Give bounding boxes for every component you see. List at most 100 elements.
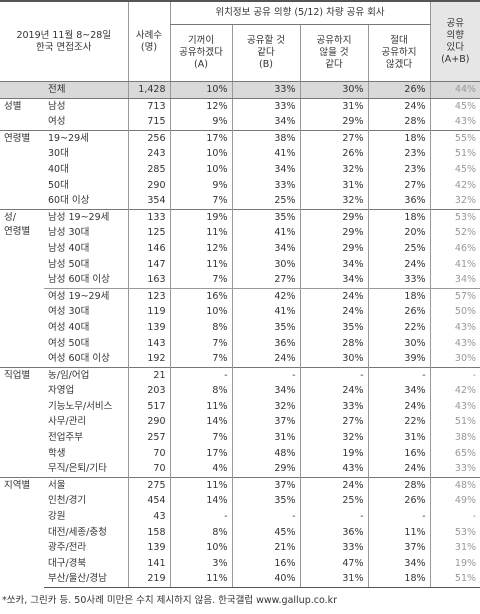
- table-body: 전체 1,428 10% 33% 30% 26% 44% 성별 남성 713 12% 33% 31% 24…: [0, 81, 480, 589]
- value-cell: 7%: [169, 193, 232, 210]
- text-line: 공유: [446, 17, 465, 29]
- row-label: 남성 50대: [48, 258, 90, 270]
- value-cell: 30%: [429, 351, 480, 368]
- value-cell: 139: [127, 319, 170, 336]
- value-cell: 21%: [231, 540, 300, 556]
- text-line: 같다: [257, 47, 275, 58]
- text-line: 공유할 것: [247, 35, 285, 46]
- value-cell: 55%: [429, 129, 480, 147]
- text-line: 기꺼이: [187, 35, 215, 46]
- data-row: 전업주부 257 7% 31% 32% 31% 38%: [0, 430, 480, 446]
- value-cell: 36%: [299, 524, 368, 541]
- data-row: 광주/전라 139 10% 21% 33% 37% 31%: [0, 540, 480, 556]
- value-cell: 9%: [169, 114, 232, 131]
- value-cell: 31%: [231, 430, 300, 446]
- value-cell: 17%: [169, 129, 232, 147]
- value-cell: 7%: [169, 335, 232, 352]
- header-cell: 공유하지 않을 것 같다: [299, 24, 368, 82]
- value-cell: 45%: [429, 97, 480, 115]
- value-cell: 27%: [231, 272, 300, 289]
- text-line: 있다: [446, 41, 465, 53]
- value-cell: 192: [127, 351, 170, 368]
- value-cell: 44%: [429, 81, 480, 99]
- data-row: 여성 715 9% 34% 29% 28% 43%: [0, 114, 480, 131]
- value-cell: 51%: [429, 414, 480, 431]
- value-cell: 43%: [299, 461, 368, 478]
- value-cell: 275: [127, 476, 170, 494]
- row-label: 여성 40대: [48, 321, 90, 333]
- value-cell: 24%: [299, 287, 368, 305]
- value-cell: 713: [127, 97, 170, 115]
- data-row: 무직/은퇴/기타 70 4% 29% 43% 24% 33%: [0, 461, 480, 478]
- value-cell: 354: [127, 193, 170, 210]
- value-cell: 29%: [299, 114, 368, 131]
- value-cell: -: [429, 509, 480, 525]
- row-label: 사무/관리: [48, 416, 87, 428]
- value-cell: 48%: [429, 476, 480, 494]
- value-cell: 10%: [169, 81, 232, 99]
- value-cell: -: [231, 366, 300, 384]
- value-cell: 22%: [367, 414, 431, 431]
- value-cell: 51%: [429, 146, 480, 162]
- value-cell: 32%: [429, 193, 480, 210]
- value-cell: 290: [127, 177, 170, 194]
- value-cell: 26%: [367, 81, 431, 99]
- data-row: 강원 43- - - - -: [0, 509, 480, 525]
- value-cell: 34%: [299, 256, 368, 273]
- value-cell: 34%: [231, 114, 300, 131]
- data-row: 40대 285 10% 34% 32% 23% 45%: [0, 161, 480, 178]
- text-line: (B): [259, 59, 273, 70]
- value-cell: 23%: [367, 146, 431, 162]
- row-label: 무직/은퇴/기타: [48, 463, 107, 475]
- value-cell: 28%: [367, 114, 431, 131]
- value-cell: -: [299, 509, 368, 525]
- value-cell: 257: [127, 430, 170, 446]
- value-cell: 47%: [299, 555, 368, 572]
- value-cell: 31%: [299, 571, 368, 589]
- data-row: 여성 50대 143 7% 36% 28% 30% 43%: [0, 335, 480, 352]
- value-cell: 41%: [231, 304, 300, 320]
- row-label: 농/임/어업: [44, 366, 128, 384]
- data-row: 대전/세종/충청 158 8% 45% 36% 11% 53%: [0, 524, 480, 541]
- data-row: 지역별 서울 275 11% 37% 24% 28% 48%: [0, 476, 480, 588]
- text-line: (A): [194, 59, 208, 70]
- value-cell: 11%: [169, 476, 232, 494]
- value-cell: 24%: [367, 398, 431, 415]
- header-cell: 공유 의향 있다 (A+B): [429, 0, 480, 82]
- value-cell: 27%: [367, 177, 431, 194]
- text-line: 사례수: [135, 29, 163, 41]
- row-label: 여성 19~29세: [44, 287, 128, 305]
- text-line: (A+B): [441, 53, 470, 65]
- value-cell: 32%: [299, 193, 368, 210]
- value-cell: 37%: [367, 540, 431, 556]
- value-cell: 147: [127, 256, 170, 273]
- value-cell: 26%: [299, 146, 368, 162]
- value-cell: 285: [127, 161, 170, 178]
- value-cell: 17%: [169, 445, 232, 462]
- value-cell: 49%: [429, 493, 480, 510]
- value-cell: 32%: [299, 430, 368, 446]
- value-cell: 11%: [169, 571, 232, 589]
- value-cell: 30%: [367, 335, 431, 352]
- row-label: 기능노무/서비스: [48, 400, 113, 412]
- value-cell: 19%: [299, 445, 368, 462]
- value-cell: 33%: [299, 398, 368, 415]
- group-label: 지역별: [0, 476, 44, 588]
- value-cell: 43%: [429, 114, 480, 131]
- data-row: 자영업 203 8% 34% 24% 34% 42%: [0, 383, 480, 399]
- row-label: 자영업: [48, 385, 75, 397]
- data-row: 성별 남성 713 12% 33% 31% 24% 45%: [0, 97, 480, 131]
- value-cell: 125: [127, 225, 170, 241]
- value-cell: 21: [127, 366, 170, 384]
- value-cell: 290: [127, 414, 170, 431]
- value-cell: 43%: [429, 335, 480, 352]
- row-label: 서울: [44, 476, 128, 494]
- value-cell: 31%: [299, 97, 368, 115]
- row-label: 여성 30대: [48, 306, 90, 318]
- value-cell: 70: [127, 445, 170, 462]
- value-cell: 34%: [231, 240, 300, 257]
- text-line: 직업별: [4, 369, 31, 381]
- value-cell: 31%: [367, 430, 431, 446]
- row-label: 여성 60대 이상: [48, 353, 110, 365]
- value-cell: 20%: [367, 225, 431, 241]
